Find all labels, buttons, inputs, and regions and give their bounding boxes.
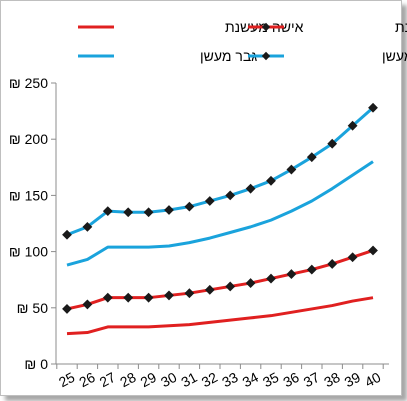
data-point-marker (225, 281, 236, 292)
data-point-marker (306, 152, 317, 163)
x-tick-label: 30 (158, 369, 179, 391)
chart-frame (0, 0, 402, 396)
y-axis: ₪ 0 ₪ 50 ₪ 100 ₪ 150 ₪ 200 ₪ 250 (9, 75, 57, 372)
data-point-marker (266, 273, 276, 284)
x-tick-label: 29 (138, 369, 159, 391)
data-point-marker (143, 207, 154, 218)
legend-item-3: גבר מעשן (78, 48, 257, 64)
series-line (66, 160, 374, 267)
x-tick-label: 28 (117, 369, 138, 391)
x-tick-label: 37 (301, 369, 322, 391)
data-point-marker (327, 138, 338, 149)
x-tick-label: 33 (219, 369, 240, 391)
plot-series (62, 102, 378, 336)
y-tick-label: ₪ 0 (24, 356, 48, 372)
data-point-marker (225, 190, 236, 201)
data-point-marker (102, 206, 113, 217)
data-point-marker (184, 288, 195, 299)
data-point-marker (62, 304, 72, 314)
data-point-marker (368, 245, 378, 256)
data-point-marker (164, 205, 174, 215)
data-point-marker (164, 290, 174, 301)
legend: אישה מעשנתאישה לא מעשנתגבר מעשןגבר לא מע… (78, 19, 407, 64)
x-tick-label: 39 (342, 369, 363, 391)
y-tick-label: ₪ 50 (17, 300, 49, 316)
data-point-marker (245, 183, 256, 194)
x-tick-label: 31 (178, 369, 199, 391)
y-tick-label: ₪ 150 (9, 187, 48, 203)
x-tick-label: 36 (280, 369, 301, 391)
x-tick-label: 27 (97, 369, 118, 391)
y-tick-label: ₪ 200 (9, 131, 48, 147)
data-point-marker (62, 229, 72, 240)
series-2 (62, 245, 378, 314)
data-point-marker (123, 292, 134, 303)
data-point-marker (82, 221, 93, 232)
series-4 (62, 102, 378, 240)
data-point-marker (102, 292, 113, 303)
legend-item-2: אישה לא מעשנת (248, 19, 407, 35)
x-tick-label: 25 (56, 369, 77, 391)
data-point-marker (204, 196, 215, 206)
data-point-marker (286, 269, 297, 279)
legend-swatch-marker (261, 22, 271, 32)
data-point-marker (368, 102, 378, 113)
y-tick-label: ₪ 100 (9, 244, 48, 260)
series-1 (66, 296, 374, 336)
data-point-marker (286, 164, 297, 175)
x-tick-label: 26 (76, 369, 97, 391)
series-line (66, 106, 374, 237)
x-tick-label: 38 (321, 369, 342, 391)
data-point-marker (143, 292, 154, 303)
legend-swatch-marker (261, 51, 271, 61)
data-point-marker (266, 175, 276, 186)
data-point-marker (347, 120, 358, 131)
x-tick-label: 40 (362, 369, 383, 391)
series-line (66, 296, 374, 336)
series-3 (66, 160, 374, 267)
series-line (66, 249, 374, 311)
data-point-marker (306, 264, 317, 275)
data-point-marker (123, 207, 134, 218)
x-tick-label: 34 (240, 369, 261, 391)
x-axis: 25 26 27 28 29 30 31 32 33 34 35 36 37 38 39 40 (56, 363, 389, 391)
data-point-marker (245, 278, 256, 288)
data-point-marker (184, 201, 195, 212)
legend-label: אישה לא מעשנת (395, 19, 407, 35)
legend-label: גבר מעשן (200, 48, 257, 64)
data-point-marker (327, 259, 338, 269)
data-point-marker (82, 299, 93, 310)
x-tick-label: 32 (199, 369, 220, 391)
legend-label: גבר לא מעשן (382, 48, 407, 64)
data-point-marker (347, 252, 358, 263)
data-point-marker (204, 284, 215, 295)
legend-item-4: גבר לא מעשן (248, 48, 407, 64)
x-tick-label: 35 (260, 369, 281, 391)
y-tick-label: ₪ 250 (9, 75, 48, 91)
